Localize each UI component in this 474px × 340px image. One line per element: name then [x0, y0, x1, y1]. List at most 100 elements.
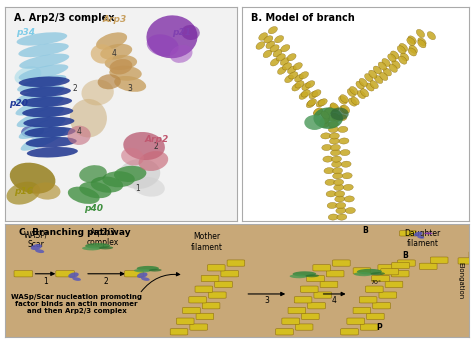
Ellipse shape	[287, 54, 296, 61]
Ellipse shape	[427, 32, 436, 40]
Ellipse shape	[307, 99, 317, 106]
Ellipse shape	[105, 55, 137, 70]
Ellipse shape	[23, 117, 74, 127]
Text: 1: 1	[135, 184, 139, 193]
Text: p34: p34	[16, 28, 36, 37]
FancyBboxPatch shape	[458, 258, 474, 264]
Ellipse shape	[18, 64, 68, 81]
Ellipse shape	[137, 272, 147, 278]
Ellipse shape	[17, 106, 64, 127]
Text: C. Branching pathway: C. Branching pathway	[18, 228, 130, 237]
Ellipse shape	[333, 168, 343, 174]
FancyBboxPatch shape	[176, 318, 194, 324]
FancyBboxPatch shape	[288, 307, 306, 313]
Ellipse shape	[123, 132, 165, 160]
Ellipse shape	[18, 43, 69, 57]
Ellipse shape	[318, 99, 327, 106]
Ellipse shape	[25, 127, 75, 137]
Ellipse shape	[324, 168, 334, 174]
Ellipse shape	[350, 86, 358, 95]
FancyBboxPatch shape	[379, 292, 397, 298]
Ellipse shape	[306, 100, 315, 108]
Ellipse shape	[292, 83, 301, 91]
Ellipse shape	[314, 108, 323, 115]
Ellipse shape	[370, 81, 378, 89]
Ellipse shape	[285, 75, 293, 83]
Ellipse shape	[327, 115, 337, 121]
Ellipse shape	[305, 274, 319, 277]
Ellipse shape	[326, 191, 336, 197]
Text: 4: 4	[77, 126, 82, 136]
Text: 4: 4	[332, 296, 337, 305]
Ellipse shape	[321, 133, 331, 139]
Ellipse shape	[418, 38, 426, 46]
Ellipse shape	[348, 98, 357, 106]
Ellipse shape	[91, 44, 114, 64]
Text: B: B	[362, 225, 368, 235]
Text: 2: 2	[72, 84, 77, 93]
Ellipse shape	[264, 36, 273, 43]
Ellipse shape	[328, 126, 338, 133]
Ellipse shape	[319, 121, 329, 128]
Ellipse shape	[170, 45, 192, 63]
FancyBboxPatch shape	[359, 297, 377, 303]
Ellipse shape	[324, 108, 333, 115]
Ellipse shape	[109, 59, 132, 74]
Ellipse shape	[341, 105, 350, 113]
Ellipse shape	[301, 90, 310, 97]
Ellipse shape	[287, 66, 296, 74]
Ellipse shape	[409, 45, 418, 53]
FancyBboxPatch shape	[301, 286, 318, 292]
Ellipse shape	[334, 184, 344, 190]
Ellipse shape	[371, 272, 385, 275]
Ellipse shape	[33, 182, 61, 200]
Ellipse shape	[338, 96, 347, 104]
Text: p40: p40	[84, 204, 103, 212]
Ellipse shape	[328, 121, 338, 128]
Ellipse shape	[289, 72, 298, 79]
Ellipse shape	[378, 62, 386, 70]
FancyBboxPatch shape	[381, 269, 399, 275]
Ellipse shape	[19, 54, 69, 69]
Ellipse shape	[100, 44, 132, 60]
Ellipse shape	[82, 246, 100, 250]
Ellipse shape	[96, 32, 127, 50]
Ellipse shape	[133, 177, 165, 197]
Text: A. Arp2/3 complex: A. Arp2/3 complex	[14, 13, 115, 23]
FancyBboxPatch shape	[333, 260, 350, 266]
Ellipse shape	[137, 266, 159, 271]
Text: Mother
filament: Mother filament	[191, 232, 223, 252]
Text: 2: 2	[153, 141, 158, 151]
Text: Elongation: Elongation	[457, 262, 463, 299]
FancyBboxPatch shape	[469, 252, 474, 258]
Ellipse shape	[292, 271, 316, 276]
FancyBboxPatch shape	[202, 303, 220, 309]
FancyBboxPatch shape	[276, 329, 293, 335]
Ellipse shape	[18, 117, 66, 139]
Ellipse shape	[316, 99, 325, 107]
Ellipse shape	[336, 202, 346, 208]
Ellipse shape	[295, 74, 303, 82]
Text: P: P	[376, 323, 382, 332]
Ellipse shape	[325, 179, 335, 185]
Ellipse shape	[391, 51, 399, 59]
Ellipse shape	[118, 159, 160, 189]
Ellipse shape	[270, 58, 279, 66]
Ellipse shape	[335, 196, 345, 202]
FancyBboxPatch shape	[341, 329, 358, 335]
Ellipse shape	[99, 246, 113, 250]
Ellipse shape	[304, 115, 325, 130]
Ellipse shape	[331, 156, 341, 162]
Ellipse shape	[380, 72, 388, 81]
Ellipse shape	[146, 15, 198, 58]
FancyBboxPatch shape	[366, 313, 384, 320]
Text: p21: p21	[172, 28, 191, 37]
FancyBboxPatch shape	[294, 297, 312, 303]
Ellipse shape	[334, 179, 344, 185]
Ellipse shape	[329, 133, 339, 139]
Ellipse shape	[369, 70, 377, 78]
FancyBboxPatch shape	[307, 275, 324, 282]
Ellipse shape	[332, 161, 342, 167]
Ellipse shape	[330, 104, 338, 112]
Ellipse shape	[408, 48, 417, 56]
